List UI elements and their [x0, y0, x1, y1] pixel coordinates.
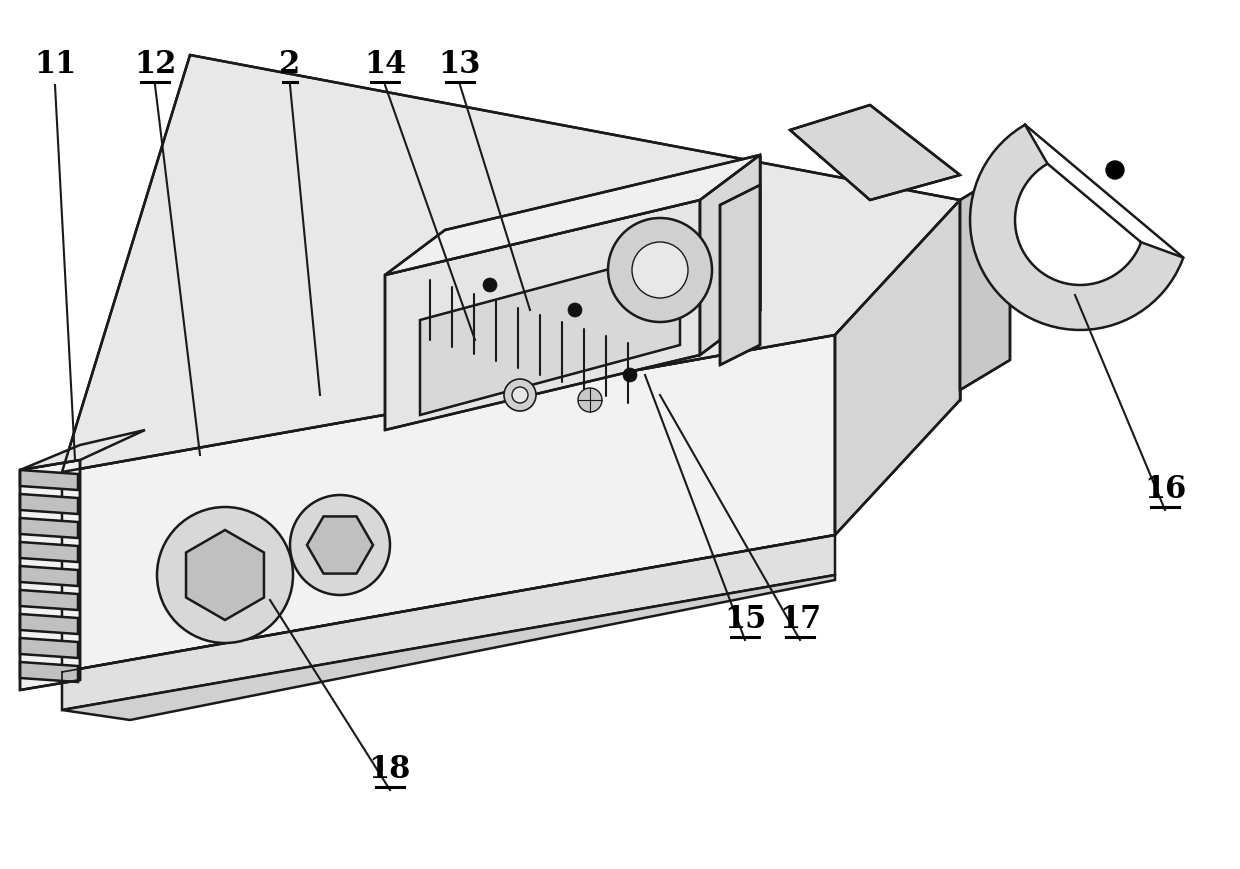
Polygon shape: [20, 638, 78, 658]
Circle shape: [632, 242, 688, 298]
Polygon shape: [835, 200, 960, 535]
Polygon shape: [420, 250, 680, 415]
Polygon shape: [62, 55, 960, 472]
Polygon shape: [701, 155, 760, 355]
Text: 14: 14: [363, 49, 407, 80]
Polygon shape: [62, 535, 835, 710]
Circle shape: [608, 218, 712, 322]
Polygon shape: [384, 200, 701, 430]
Text: 2: 2: [279, 49, 300, 80]
Text: 11: 11: [33, 49, 76, 80]
Polygon shape: [790, 105, 960, 200]
Polygon shape: [20, 430, 145, 470]
Polygon shape: [62, 335, 835, 672]
Circle shape: [484, 278, 497, 292]
Circle shape: [622, 368, 637, 382]
Text: 13: 13: [439, 49, 481, 80]
Polygon shape: [186, 530, 264, 620]
Circle shape: [568, 303, 582, 317]
Polygon shape: [720, 185, 760, 365]
Polygon shape: [960, 170, 1011, 390]
Text: 15: 15: [724, 604, 766, 635]
Polygon shape: [308, 516, 373, 574]
Circle shape: [157, 507, 293, 643]
Polygon shape: [20, 614, 78, 634]
Polygon shape: [20, 542, 78, 562]
Polygon shape: [62, 575, 835, 720]
Polygon shape: [20, 518, 78, 538]
Text: 18: 18: [368, 754, 412, 785]
Polygon shape: [20, 494, 78, 514]
Text: 17: 17: [779, 604, 821, 635]
Polygon shape: [970, 125, 1183, 330]
Circle shape: [578, 388, 601, 412]
Polygon shape: [384, 155, 760, 275]
Circle shape: [512, 387, 528, 403]
Polygon shape: [20, 470, 78, 490]
Circle shape: [1106, 161, 1123, 179]
Circle shape: [290, 495, 391, 595]
Polygon shape: [20, 590, 78, 610]
Polygon shape: [20, 460, 81, 690]
Text: 12: 12: [134, 49, 176, 80]
Text: 16: 16: [1143, 474, 1187, 505]
Circle shape: [503, 379, 536, 411]
Polygon shape: [20, 662, 78, 682]
Polygon shape: [20, 566, 78, 586]
